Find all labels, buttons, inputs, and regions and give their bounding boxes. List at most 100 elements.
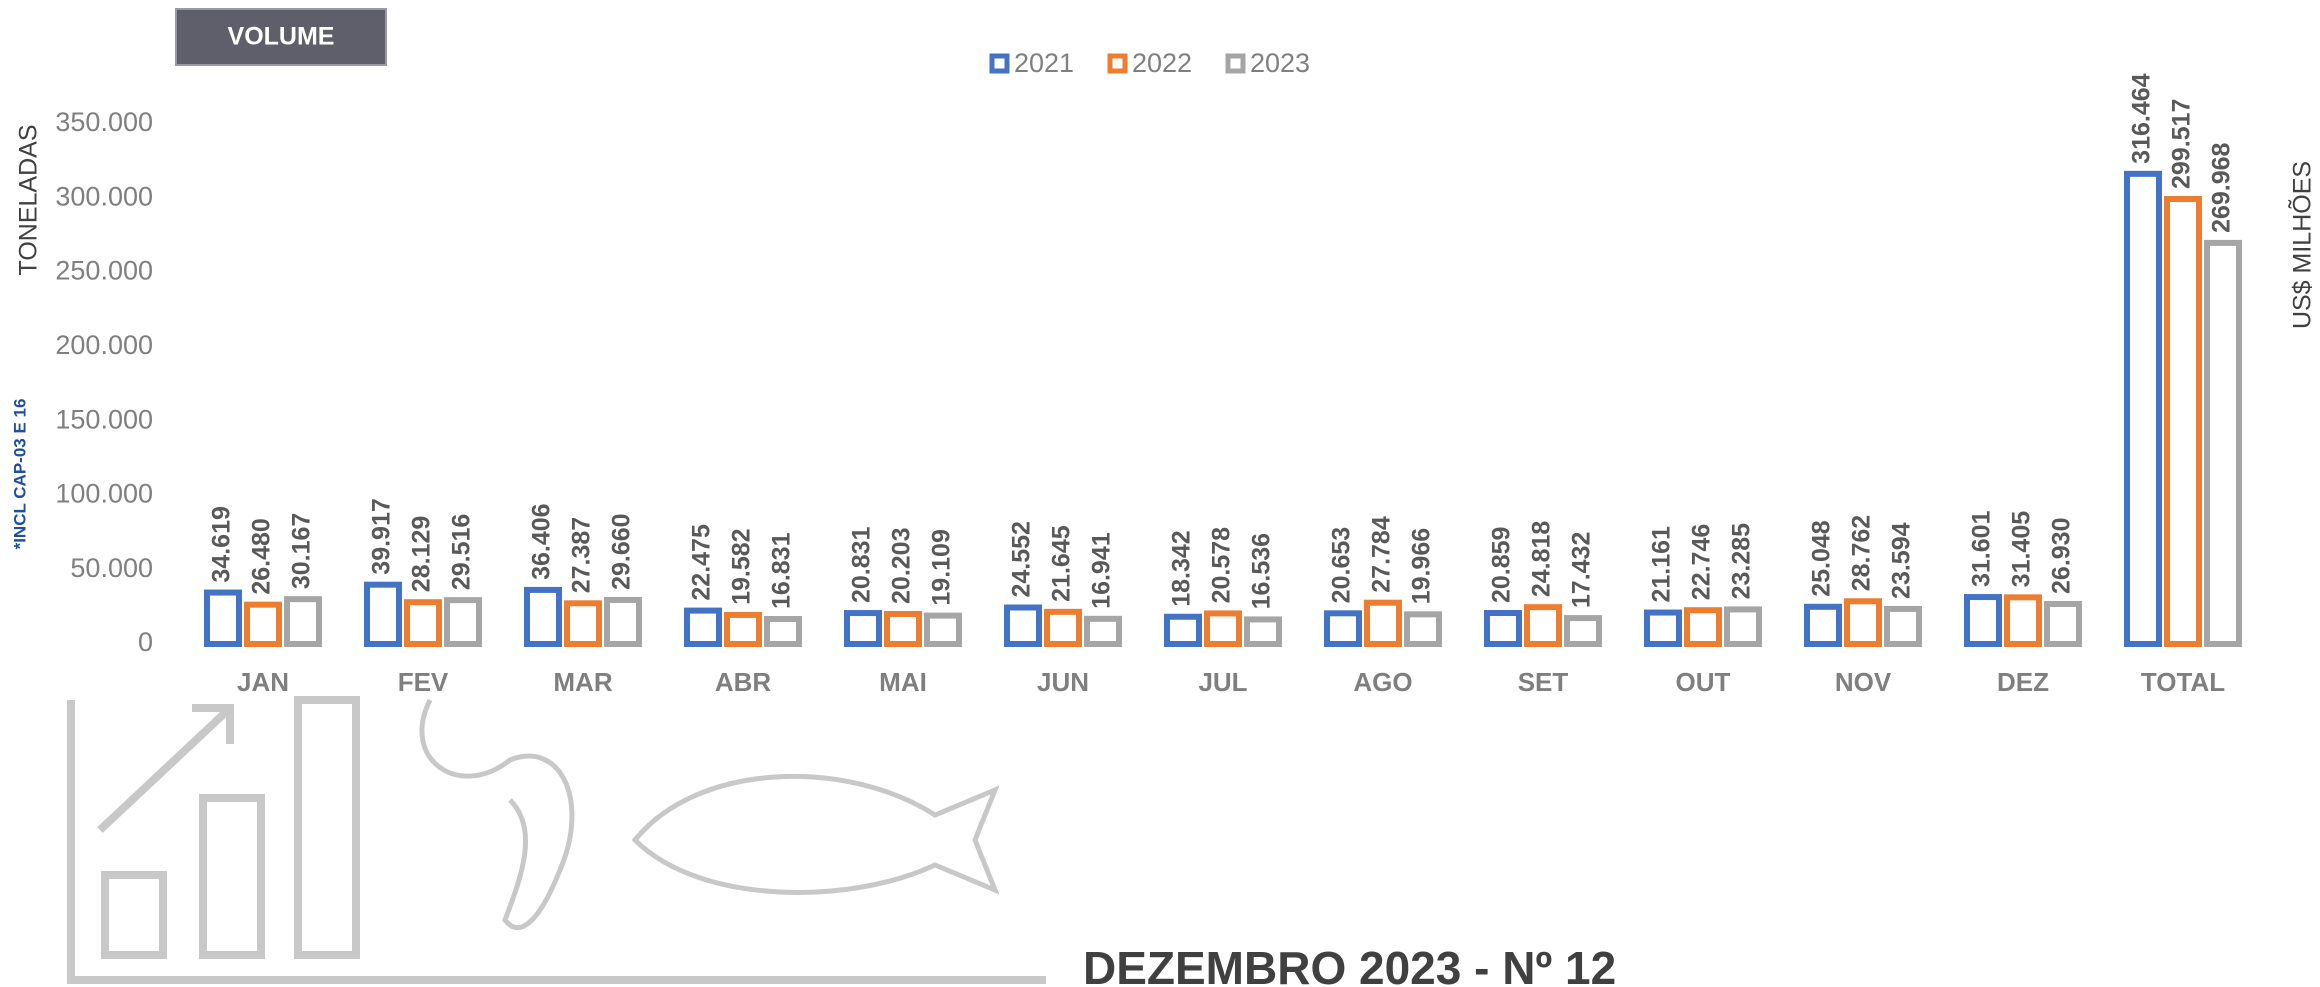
bar (2207, 243, 2239, 644)
value-label: 19.966 (1408, 528, 1436, 604)
value-label: 25.048 (1808, 520, 1836, 597)
value-label: 316.464 (2128, 73, 2156, 163)
footer-title: DEZEMBRO 2023 - Nº 12 (1083, 942, 1616, 987)
x-tick-label: AGO (1353, 667, 1412, 697)
value-label: 27.387 (568, 517, 596, 593)
bar (727, 615, 759, 644)
value-label: 20.859 (1488, 527, 1516, 603)
value-label: 17.432 (1568, 532, 1596, 608)
badge-text: VOLUME (228, 23, 335, 51)
x-tick-label: MAR (553, 667, 612, 697)
x-tick-label: JUN (1037, 667, 1089, 697)
value-label: 23.285 (1728, 523, 1756, 600)
bar (2127, 174, 2159, 644)
x-tick-label: SET (1518, 667, 1569, 697)
value-label: 28.129 (408, 516, 436, 592)
value-label: 19.109 (928, 529, 956, 605)
decor-shrimp (422, 700, 572, 928)
value-label: 16.831 (768, 532, 796, 609)
decor-bar (298, 700, 356, 955)
note: *INCL CAP-03 E 16 (10, 399, 29, 550)
bar (1687, 610, 1719, 644)
value-label: 22.475 (688, 524, 716, 601)
x-tick-label: OUT (1676, 667, 1731, 697)
bar (1367, 603, 1399, 644)
value-label: 21.645 (1048, 525, 1076, 602)
value-label: 24.552 (1008, 521, 1036, 597)
value-label: 20.653 (1328, 527, 1356, 603)
value-label: 26.930 (2048, 518, 2076, 594)
value-label: 26.480 (248, 518, 276, 594)
bar (1167, 617, 1199, 644)
bar (1407, 614, 1439, 644)
y-tick-label: 300.000 (55, 181, 153, 211)
bar (1847, 601, 1879, 644)
bar (847, 613, 879, 644)
bar (407, 602, 439, 644)
x-tick-label: FEV (398, 667, 449, 697)
bar (1487, 613, 1519, 644)
value-label: 27.784 (1368, 516, 1396, 593)
decor-icons (71, 700, 1046, 980)
chart: VOLUME TONELADAS *INCL CAP-03 E 16 US$ M… (0, 0, 2320, 987)
value-label: 36.406 (528, 503, 556, 579)
x-tick-label: ABR (715, 667, 772, 697)
bar (567, 603, 599, 644)
bar (767, 619, 799, 644)
bar (447, 600, 479, 644)
value-label: 16.536 (1248, 533, 1276, 609)
bar (527, 590, 559, 644)
page: Volume html, body { margin: 0; padding: … (0, 0, 2320, 987)
legend-label: 2023 (1250, 48, 1310, 78)
bar (607, 600, 639, 644)
value-label: 24.818 (1528, 521, 1556, 598)
bar (1527, 607, 1559, 644)
value-label: 39.917 (368, 498, 396, 574)
value-label: 16.941 (1088, 532, 1116, 609)
bar (287, 599, 319, 644)
value-label: 23.594 (1888, 522, 1916, 599)
value-label: 19.582 (728, 528, 756, 604)
bar (1047, 612, 1079, 644)
decor-axis (71, 700, 1046, 980)
bar (1967, 597, 1999, 644)
legend-swatch (992, 56, 1007, 71)
x-tick-label: DEZ (1997, 667, 2049, 697)
legend-swatch (1228, 56, 1243, 71)
decor-arrow (100, 710, 228, 830)
decor-bar (105, 875, 163, 955)
value-label: 31.601 (1968, 510, 1996, 587)
decor-fish (635, 776, 995, 892)
bar (207, 593, 239, 644)
value-label: 22.746 (1688, 524, 1716, 600)
right-label: US$ MILHÕES (2288, 161, 2317, 329)
bar (927, 616, 959, 644)
y-tick-label: 200.000 (55, 330, 153, 360)
bar (1567, 618, 1599, 644)
y-tick-label: 350.000 (55, 107, 153, 137)
value-label: 29.516 (448, 514, 476, 590)
value-label: 31.405 (2008, 511, 2036, 588)
bar (1207, 613, 1239, 644)
value-label: 21.161 (1648, 526, 1676, 603)
y-tick-label: 100.000 (55, 479, 153, 509)
y-tick-label: 150.000 (55, 404, 153, 434)
value-label: 299.517 (2168, 99, 2196, 189)
bar (1327, 613, 1359, 644)
bar (247, 605, 279, 644)
value-label: 269.968 (2208, 142, 2236, 232)
bar (1087, 619, 1119, 644)
y-axis-label: TONELADAS (15, 125, 43, 276)
value-label: 28.762 (1848, 515, 1876, 591)
x-tick-label: TOTAL (2141, 667, 2225, 697)
bar (2047, 604, 2079, 644)
bar (1007, 608, 1039, 644)
x-tick-label: JAN (237, 667, 289, 697)
legend-swatch (1110, 56, 1125, 71)
x-tick-label: NOV (1835, 667, 1892, 697)
value-label: 20.831 (848, 526, 876, 603)
value-label: 18.342 (1168, 530, 1196, 606)
y-tick-label: 50.000 (70, 553, 153, 583)
body: {"header": {"badge": "VOLUME", "note": "… (0, 0, 2320, 987)
bar (2007, 597, 2039, 644)
